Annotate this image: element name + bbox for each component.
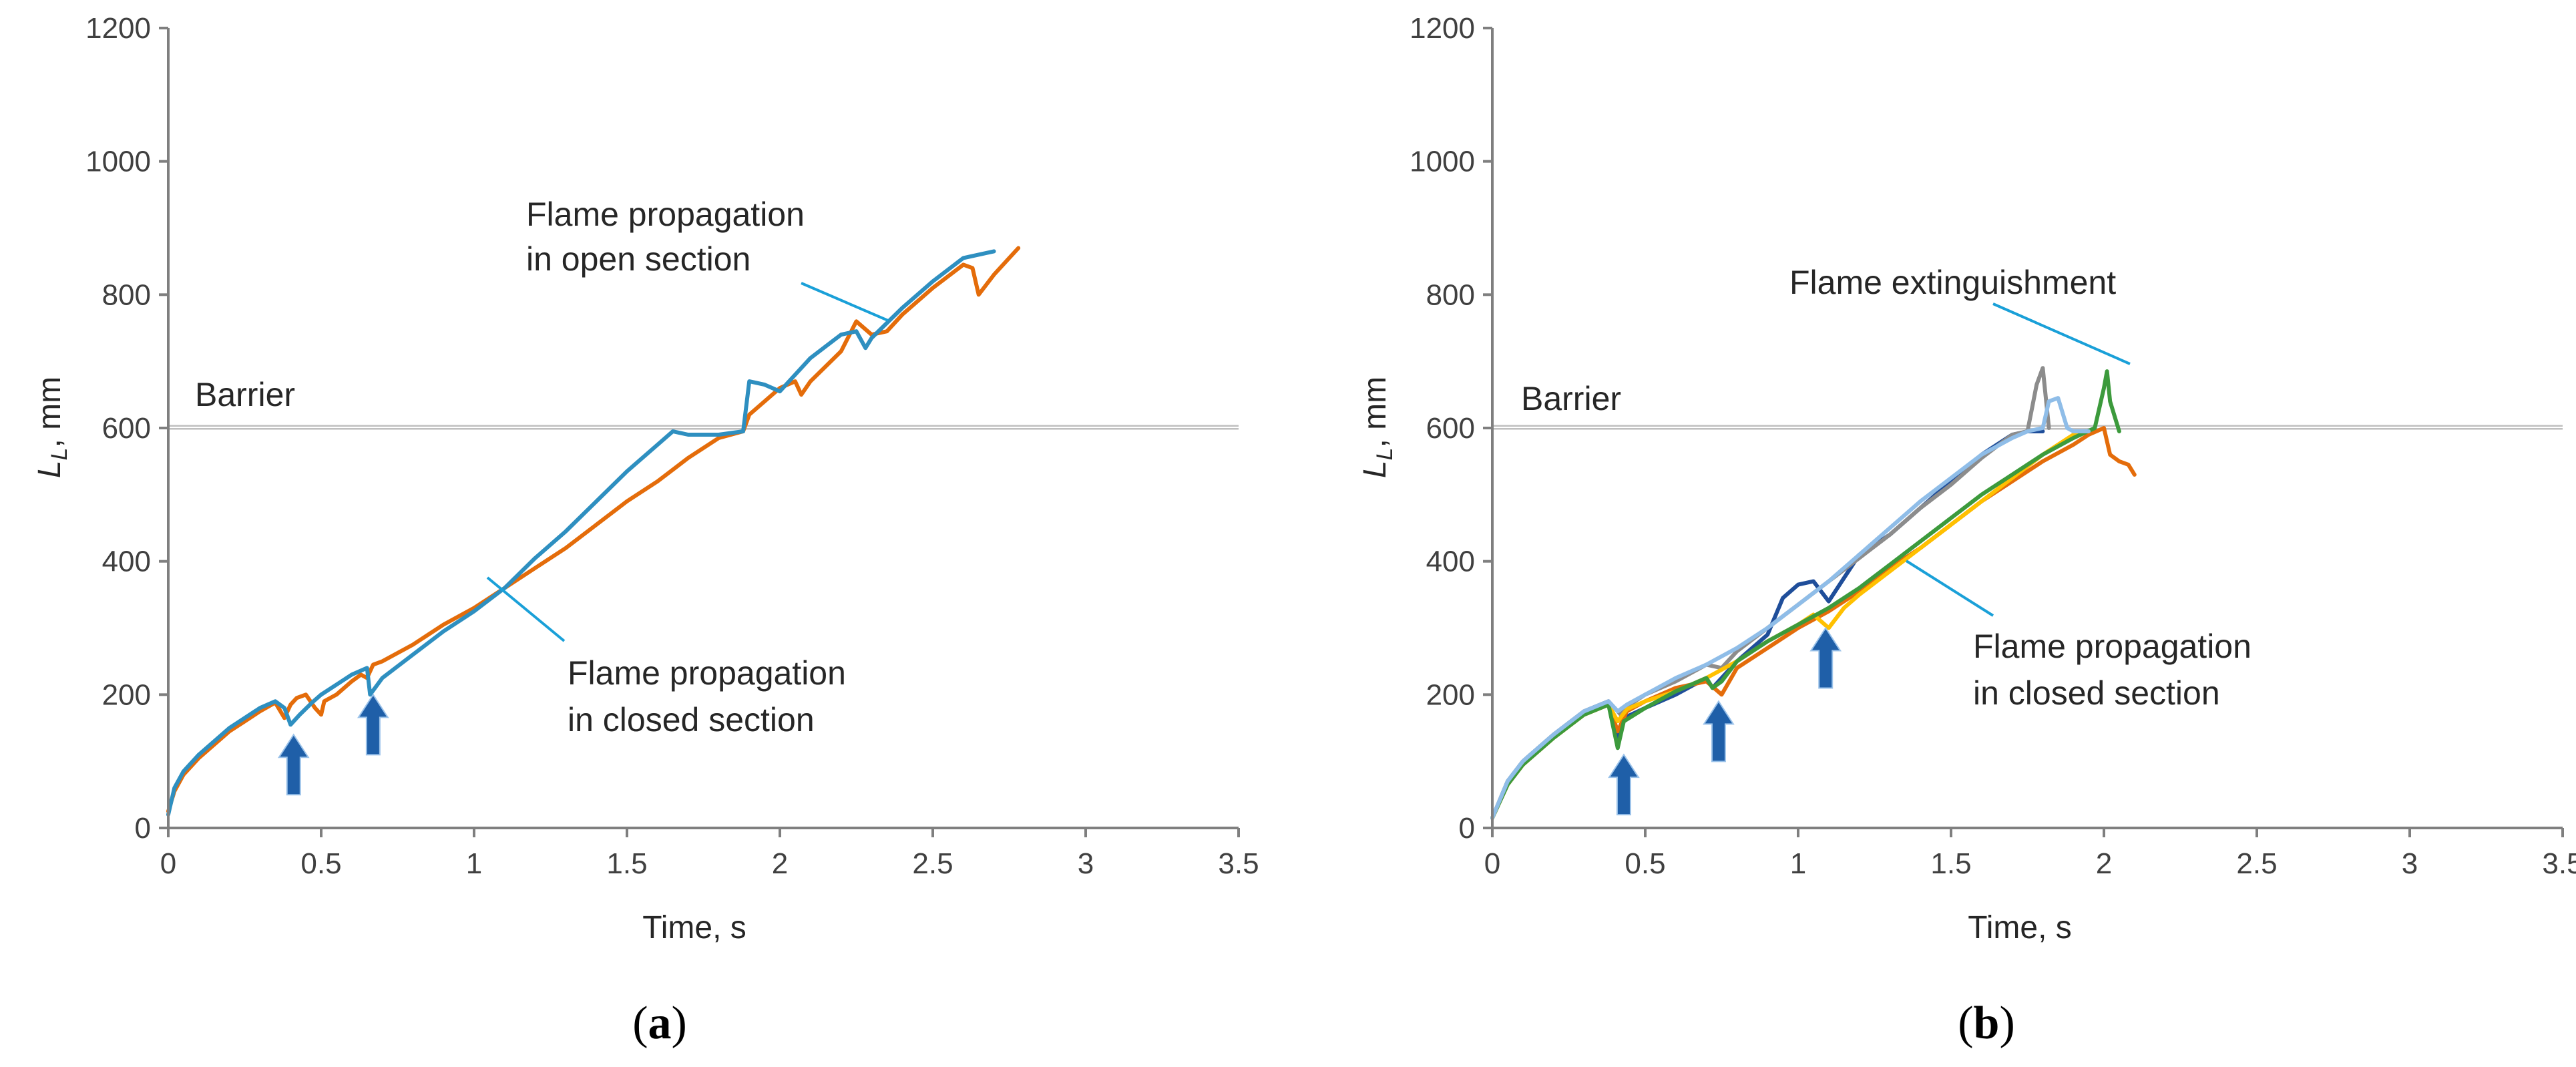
chart-a-x-tick-label: 3: [1078, 847, 1094, 880]
chart-a-y-ticks: 0 200 400 600 800 1000 1200: [85, 12, 168, 845]
chart-b-x-tick-label: 3.5: [2542, 847, 2576, 880]
chart-b-annotation-extinguishment: Flame extinguishment: [1789, 264, 2116, 301]
chart-b-series-gray: [1490, 366, 2051, 820]
chart-b-leader-closed: [1905, 560, 1994, 617]
chart-panel-a: 0 0.5 1 1.5 2 2.5 3 3.5 0 200 400 600 800 1000 1200 B…: [32, 12, 1259, 1049]
chart-a-y-tick-label: 400: [102, 546, 151, 578]
chart-panel-b: 0 0.5 1 1.5 2 2.5 3 3.5 0 200 400 600 800 1000 1200 B…: [1357, 12, 2576, 1049]
chart-b-y-label-main: L: [1357, 460, 1393, 478]
arrow-up-icon: [277, 733, 310, 796]
chart-a-x-tick-label: 0.5: [300, 847, 341, 880]
chart-a-leader-open: [801, 282, 889, 322]
chart-b-x-tick-label: 2.5: [2236, 847, 2277, 880]
chart-a-y-tick-label: 1000: [85, 146, 151, 178]
chart-a-x-tick-label: 2.5: [912, 847, 953, 880]
chart-a-x-ticks: 0 0.5 1 1.5 2 2.5 3 3.5: [160, 828, 1259, 880]
chart-b-y-tick-label: 1000: [1410, 146, 1475, 178]
chart-b-y-tick-label: 0: [1459, 812, 1475, 845]
chart-b-annotation-closed-line1: Flame propagation: [1973, 628, 2251, 665]
chart-b-leader-extinguishment: [1992, 302, 2131, 365]
chart-b-arrows: [1608, 626, 1842, 816]
chart-a-y-tick-label: 0: [135, 812, 151, 845]
panel-b-open-paren: (: [1958, 998, 1973, 1049]
chart-b-series-dark-blue: [1490, 429, 2045, 820]
chart-a-annotation-closed-line2: in closed section: [568, 701, 815, 738]
chart-a-arrows: [277, 693, 389, 796]
chart-a-series-blue: [166, 249, 996, 817]
chart-b-y-tick-label: 600: [1426, 412, 1475, 445]
chart-a-annotation-closed-line1: Flame propagation: [568, 654, 846, 692]
chart-a-y-label-main: L: [32, 460, 67, 478]
chart-b-y-tick-label: 800: [1426, 278, 1475, 311]
chart-b-series-green: [1490, 369, 2121, 820]
chart-b-series-yellow: [1490, 429, 2091, 820]
chart-b-x-tick-label: 1: [1790, 847, 1806, 880]
chart-b-x-tick-label: 1.5: [1930, 847, 1971, 880]
chart-a-x-tick-label: 2: [772, 847, 788, 880]
panel-b-label: (b): [1958, 998, 2015, 1049]
chart-a-series: [166, 246, 1021, 817]
chart-b-y-tick-label: 400: [1426, 546, 1475, 578]
panel-a-open-paren: (: [632, 998, 648, 1049]
chart-b-x-tick-label: 2: [2096, 847, 2112, 880]
chart-b-series-orange: [1490, 426, 2137, 820]
chart-a-y-label-rest: , mm: [32, 377, 67, 448]
chart-b-barrier-label: Barrier: [1521, 380, 1621, 417]
panel-a-close-paren: ): [672, 998, 687, 1049]
arrow-up-icon: [1703, 700, 1735, 763]
chart-b-x-tick-label: 0: [1484, 847, 1500, 880]
chart-b-y-ticks: 0 200 400 600 800 1000 1200: [1410, 12, 1492, 845]
chart-a-x-tick-label: 1: [466, 847, 482, 880]
chart-b-y-tick-label: 200: [1426, 678, 1475, 711]
chart-a-annotation-open-line1: Flame propagation: [526, 196, 805, 233]
chart-a-x-tick-label: 1.5: [606, 847, 647, 880]
chart-a-y-tick-label: 1200: [85, 12, 151, 45]
chart-b-series: [1490, 366, 2137, 820]
panel-b-letter: b: [1974, 998, 2000, 1049]
chart-a-x-label: Time, s: [642, 910, 746, 945]
panel-b-close-paren: ): [1999, 998, 2014, 1049]
chart-a-leader-closed: [486, 576, 566, 642]
chart-a-y-tick-label: 600: [102, 412, 151, 445]
chart-a-y-label: LL, mm: [32, 377, 72, 478]
chart-a-x-tick-label: 0: [160, 847, 176, 880]
chart-b-y-label-rest: , mm: [1357, 377, 1393, 448]
arrow-up-icon: [1809, 626, 1842, 689]
chart-b-annotation-closed-line2: in closed section: [1973, 674, 2220, 712]
chart-b-y-label-sub: L: [1372, 448, 1398, 461]
chart-a-barrier-label: Barrier: [195, 376, 295, 413]
chart-b-x-ticks: 0 0.5 1 1.5 2 2.5 3 3.5: [1484, 828, 2576, 880]
chart-a-y-tick-label: 800: [102, 278, 151, 311]
chart-b-y-label: LL, mm: [1357, 377, 1398, 478]
chart-b-y-tick-label: 1200: [1410, 12, 1475, 45]
chart-b-series-light-blue: [1490, 396, 2091, 820]
panel-a-label: (a): [632, 998, 687, 1049]
arrow-up-icon: [357, 693, 389, 756]
chart-b-x-label: Time, s: [1968, 910, 2072, 945]
chart-a-x-tick-label: 3.5: [1218, 847, 1259, 880]
panel-a-letter: a: [648, 998, 672, 1049]
chart-a-annotation-open-line2: in open section: [526, 240, 750, 278]
chart-b-x-tick-label: 3: [2402, 847, 2418, 880]
chart-a-y-label-sub: L: [47, 448, 72, 461]
chart-b-x-tick-label: 0.5: [1625, 847, 1665, 880]
chart-a-y-tick-label: 200: [102, 678, 151, 711]
arrow-up-icon: [1608, 753, 1640, 816]
